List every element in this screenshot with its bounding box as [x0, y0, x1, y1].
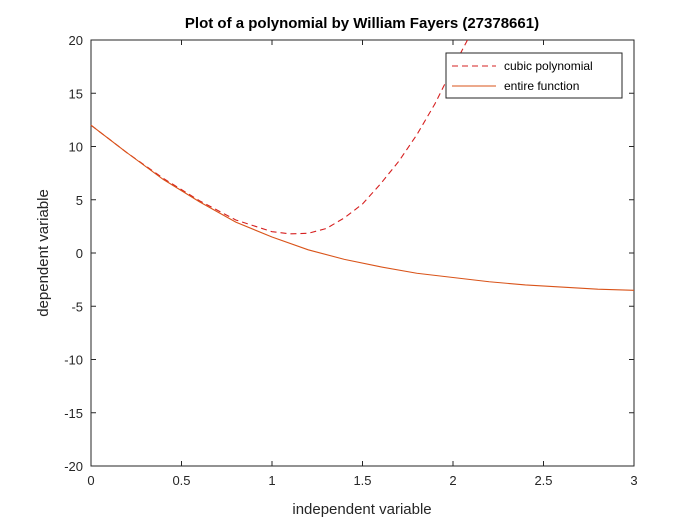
chart-title: Plot of a polynomial by William Fayers (… — [185, 15, 539, 32]
x-tick-label: 3 — [630, 473, 637, 488]
series-line-entire-function — [90, 124, 635, 291]
plot-area — [90, 39, 635, 467]
x-tick-label: 1.5 — [353, 473, 371, 488]
y-tick-label: 5 — [76, 193, 83, 208]
x-tick-label: 2 — [449, 473, 456, 488]
y-tick-label: 10 — [69, 140, 83, 155]
y-tick-label: 0 — [76, 246, 83, 261]
x-axis-label: independent variable — [292, 501, 431, 518]
y-tick-label: 20 — [69, 33, 83, 48]
y-axis-label: dependent variable — [35, 189, 52, 317]
x-tick-group: 0 0.5 1 1.5 2 2.5 3 — [87, 40, 638, 488]
y-tick-label: 15 — [69, 86, 83, 101]
legend-label-entire-function: entire function — [504, 79, 579, 93]
x-tick-label: 0.5 — [172, 473, 190, 488]
y-tick-label: -20 — [64, 459, 83, 474]
y-tick-group: -20 -15 -10 -5 0 5 10 15 20 — [64, 33, 634, 474]
x-tick-label: 2.5 — [534, 473, 552, 488]
series-line-cubic-polynomial — [90, 39, 468, 235]
y-tick-label: -10 — [64, 353, 83, 368]
legend-label-cubic-polynomial: cubic polynomial — [504, 59, 593, 73]
x-tick-label: 0 — [87, 473, 94, 488]
y-tick-label: -15 — [64, 406, 83, 421]
y-tick-label: -5 — [71, 299, 83, 314]
x-tick-label: 1 — [268, 473, 275, 488]
legend-box — [445, 52, 623, 99]
legend: cubic polynomial entire function — [445, 52, 623, 99]
series-group — [90, 39, 635, 291]
